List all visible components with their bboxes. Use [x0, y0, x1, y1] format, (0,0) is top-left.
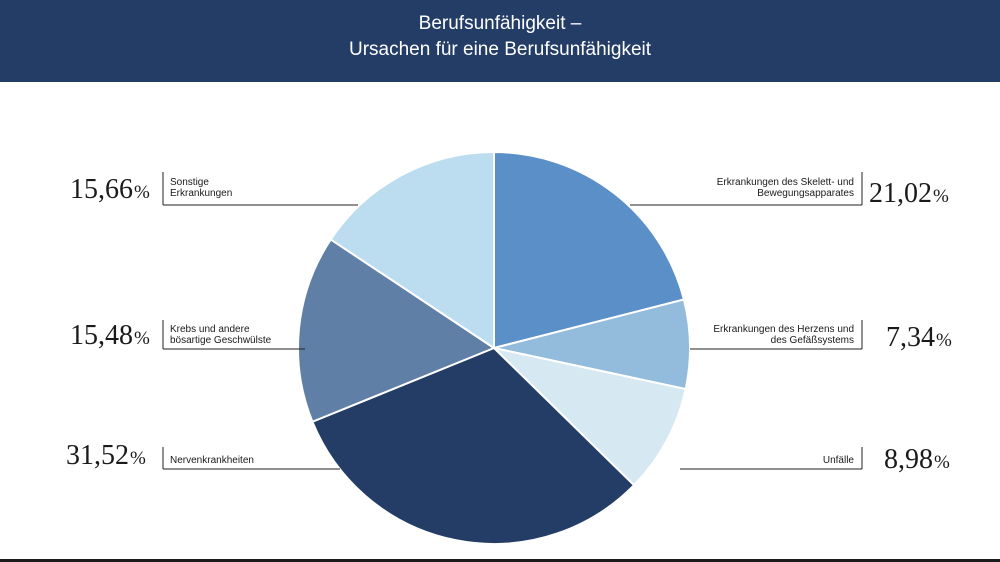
pie-slice-skelett	[493, 150, 686, 350]
slice-label-herz: Erkrankungen des Herzens und des Gefäßsy…	[713, 324, 854, 346]
slice-label-sonstige: Sonstige Erkrankungen	[170, 177, 233, 199]
slice-value-unfaelle: 8,98%	[884, 444, 950, 475]
slice-label-skelett: Erkrankungen des Skelett- und Bewegungsa…	[716, 177, 854, 199]
bottom-border	[0, 559, 1000, 562]
slice-label-unfaelle: Unfälle	[822, 455, 854, 466]
slice-value-herz: 7,34%	[886, 322, 952, 353]
slice-value-skelett: 21,02%	[869, 178, 949, 209]
chart-title-line2: Ursachen für eine Berufsunfähigkeit	[348, 39, 652, 60]
pie-slice-unfaelle	[490, 346, 687, 487]
pie-slice-nerven	[311, 346, 636, 545]
slice-value-sonstige: 15,66%	[70, 174, 150, 205]
leader-lines	[163, 204, 862, 470]
chart-title-line1: Berufsunfähigkeit –	[418, 13, 582, 34]
slice-label-nerven: Nervenkrankheiten	[170, 455, 254, 466]
pie-slices	[297, 150, 691, 545]
pie-slice-sonstige	[329, 150, 495, 350]
title-banner: Berufsunfähigkeit – Ursachen für eine Be…	[0, 0, 1000, 82]
slice-value-nerven: 31,52%	[66, 440, 146, 471]
pie-slice-krebs	[297, 238, 497, 424]
label-ticks	[162, 172, 863, 469]
slice-value-krebs: 15,48%	[70, 320, 150, 351]
slice-label-krebs: Krebs und andere bösartige Geschwülste	[170, 324, 272, 346]
